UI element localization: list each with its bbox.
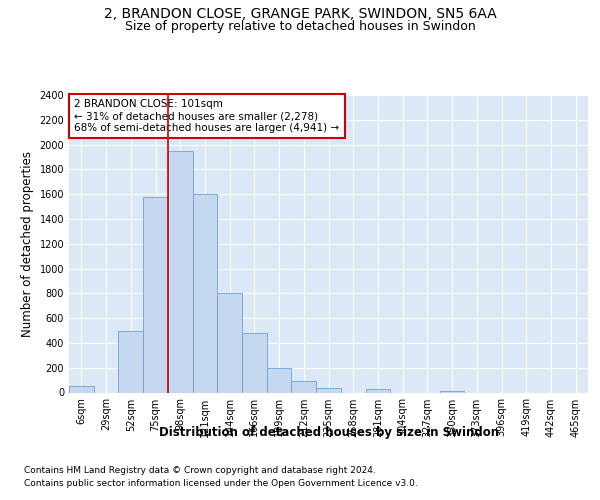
Bar <box>118 330 143 392</box>
Bar <box>143 196 168 392</box>
Y-axis label: Number of detached properties: Number of detached properties <box>21 151 34 337</box>
Text: Distribution of detached houses by size in Swindon: Distribution of detached houses by size … <box>159 426 499 439</box>
Bar <box>69 386 94 392</box>
Bar <box>242 333 267 392</box>
Bar <box>292 382 316 392</box>
Text: 2, BRANDON CLOSE, GRANGE PARK, SWINDON, SN5 6AA: 2, BRANDON CLOSE, GRANGE PARK, SWINDON, … <box>104 8 496 22</box>
Text: Contains public sector information licensed under the Open Government Licence v3: Contains public sector information licen… <box>24 479 418 488</box>
Bar <box>193 194 217 392</box>
Bar <box>217 294 242 392</box>
Bar <box>168 151 193 392</box>
Text: Contains HM Land Registry data © Crown copyright and database right 2024.: Contains HM Land Registry data © Crown c… <box>24 466 376 475</box>
Bar <box>365 390 390 392</box>
Bar <box>440 390 464 392</box>
Bar <box>316 388 341 392</box>
Text: 2 BRANDON CLOSE: 101sqm
← 31% of detached houses are smaller (2,278)
68% of semi: 2 BRANDON CLOSE: 101sqm ← 31% of detache… <box>74 100 340 132</box>
Bar <box>267 368 292 392</box>
Text: Size of property relative to detached houses in Swindon: Size of property relative to detached ho… <box>125 20 475 33</box>
